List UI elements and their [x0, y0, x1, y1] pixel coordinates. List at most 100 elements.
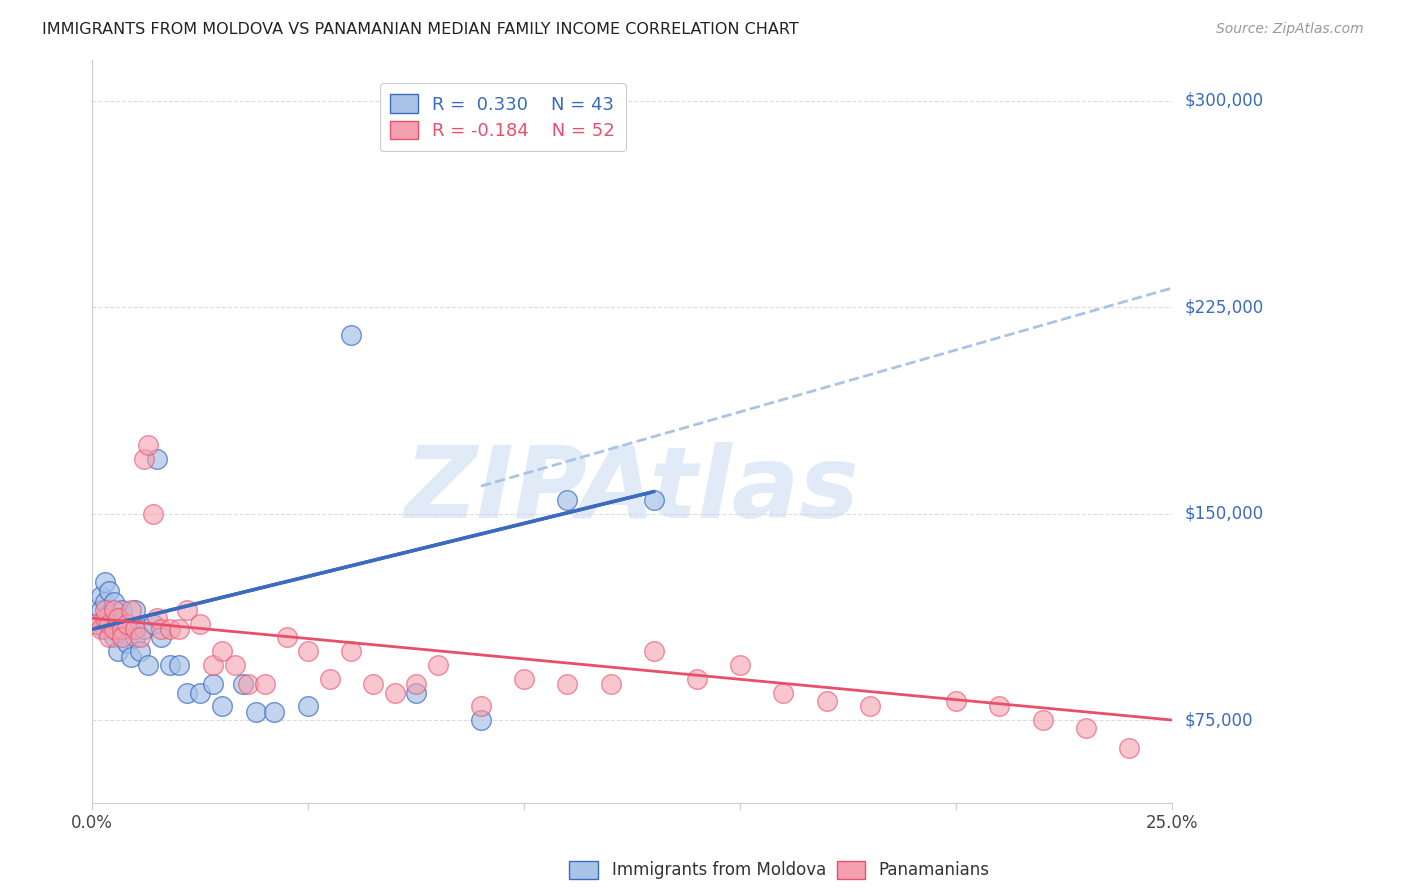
Point: [115, 636, 138, 650]
Point: [557, 492, 579, 507]
Point: [361, 677, 384, 691]
Point: [167, 658, 190, 673]
Point: [128, 644, 150, 658]
Point: [945, 694, 967, 708]
Point: [94, 622, 117, 636]
Point: [120, 622, 142, 636]
Point: [686, 672, 709, 686]
Point: [557, 677, 579, 691]
Point: [120, 649, 142, 664]
Point: [211, 699, 233, 714]
Point: [107, 644, 129, 658]
Point: [98, 583, 121, 598]
Point: [815, 694, 838, 708]
Point: [115, 616, 138, 631]
Point: [470, 699, 492, 714]
Point: [224, 658, 246, 673]
Point: [176, 685, 198, 699]
Point: [132, 451, 155, 466]
Point: [115, 616, 138, 631]
Point: [384, 685, 406, 699]
Point: [146, 451, 169, 466]
Point: [94, 611, 117, 625]
Point: [111, 631, 134, 645]
Point: [98, 616, 121, 631]
Point: [150, 631, 173, 645]
Point: [146, 611, 169, 625]
Text: Panamanians: Panamanians: [879, 861, 990, 879]
Point: [98, 631, 121, 645]
Point: [167, 622, 190, 636]
Point: [405, 685, 427, 699]
Point: [236, 677, 259, 691]
Point: [245, 705, 267, 719]
Point: [150, 622, 173, 636]
Point: [111, 622, 134, 636]
Point: [202, 677, 225, 691]
Point: [124, 603, 146, 617]
Point: [103, 595, 125, 609]
Point: [94, 603, 117, 617]
Point: [643, 492, 665, 507]
Point: [202, 658, 225, 673]
Point: [297, 644, 319, 658]
Point: [1031, 713, 1053, 727]
Text: Immigrants from Moldova: Immigrants from Moldova: [612, 861, 825, 879]
Point: [513, 672, 536, 686]
Point: [107, 624, 129, 639]
Point: [94, 575, 117, 590]
Point: [188, 616, 211, 631]
Point: [128, 631, 150, 645]
Point: [107, 611, 129, 625]
Point: [142, 616, 165, 631]
Point: [98, 608, 121, 623]
Point: [728, 658, 751, 673]
Point: [159, 658, 181, 673]
Point: [103, 603, 125, 617]
Point: [132, 622, 155, 636]
Point: [340, 644, 363, 658]
Text: $300,000: $300,000: [1185, 92, 1264, 110]
Point: [426, 658, 449, 673]
Point: [90, 603, 112, 617]
Point: [103, 631, 125, 645]
Point: [86, 616, 108, 631]
Point: [124, 631, 146, 645]
Text: $150,000: $150,000: [1185, 505, 1264, 523]
Point: [1118, 740, 1140, 755]
Point: [138, 658, 160, 673]
Text: IMMIGRANTS FROM MOLDOVA VS PANAMANIAN MEDIAN FAMILY INCOME CORRELATION CHART: IMMIGRANTS FROM MOLDOVA VS PANAMANIAN ME…: [42, 22, 799, 37]
Point: [988, 699, 1011, 714]
Point: [232, 677, 254, 691]
Point: [138, 438, 160, 452]
Point: [120, 603, 142, 617]
Point: [90, 589, 112, 603]
Point: [643, 644, 665, 658]
Point: [90, 622, 112, 636]
Point: [188, 685, 211, 699]
Point: [859, 699, 882, 714]
Point: [111, 603, 134, 617]
Point: [111, 622, 134, 636]
Point: [253, 677, 276, 691]
Point: [263, 705, 285, 719]
Point: [1074, 721, 1097, 735]
Point: [86, 616, 108, 631]
Point: [772, 685, 794, 699]
Point: [142, 507, 165, 521]
Point: [103, 622, 125, 636]
Point: [405, 677, 427, 691]
Point: [176, 603, 198, 617]
Point: [211, 644, 233, 658]
Text: $75,000: $75,000: [1185, 711, 1254, 729]
Point: [470, 713, 492, 727]
Point: [94, 595, 117, 609]
Point: [340, 327, 363, 342]
Point: [159, 622, 181, 636]
Point: [276, 631, 298, 645]
Text: $225,000: $225,000: [1185, 298, 1264, 317]
Point: [124, 622, 146, 636]
Point: [599, 677, 621, 691]
Point: [297, 699, 319, 714]
Point: [103, 616, 125, 631]
